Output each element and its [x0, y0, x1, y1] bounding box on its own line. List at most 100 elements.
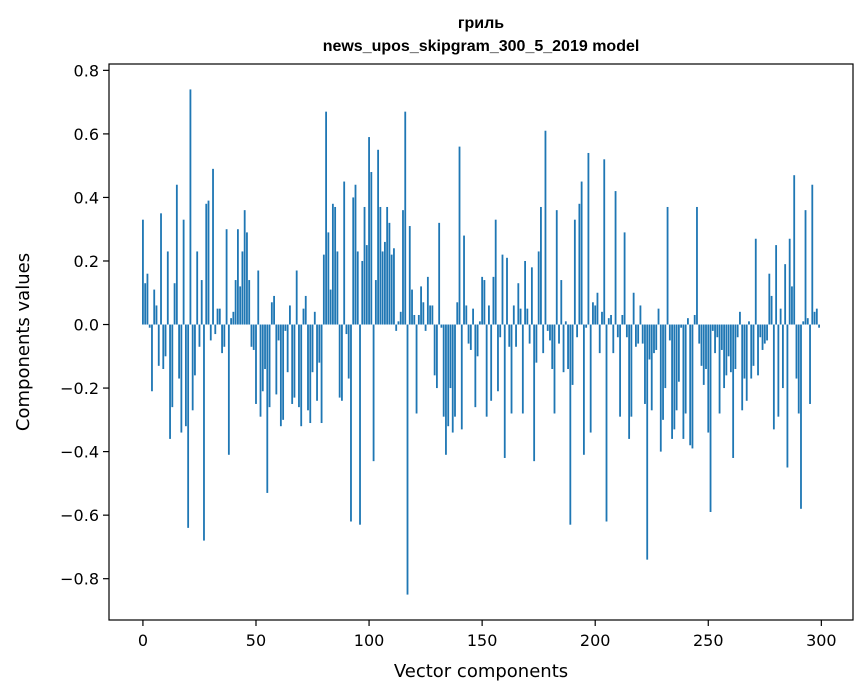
- bar: [800, 324, 802, 509]
- bar: [442, 324, 445, 417]
- bar: [273, 295, 275, 325]
- bar: [621, 314, 624, 325]
- bar: [481, 276, 484, 325]
- bar: [687, 318, 689, 325]
- bar: [200, 280, 203, 325]
- bar: [628, 324, 631, 439]
- bar: [454, 324, 456, 417]
- bar: [198, 324, 201, 347]
- bar: [270, 302, 273, 325]
- bar: [191, 324, 194, 411]
- bar: [573, 219, 576, 325]
- bar: [234, 280, 237, 325]
- bar: [451, 324, 454, 433]
- bar: [693, 314, 696, 325]
- bar: [255, 324, 257, 404]
- bar: [169, 324, 171, 439]
- bar: [395, 324, 398, 331]
- bar: [345, 324, 348, 335]
- bar: [499, 324, 502, 338]
- bar: [562, 324, 565, 373]
- bar: [741, 324, 744, 411]
- bar: [718, 324, 721, 414]
- bar: [180, 324, 183, 433]
- x-tick-label: 150: [467, 631, 498, 650]
- bar: [723, 324, 726, 389]
- bar: [732, 324, 735, 458]
- bar: [714, 324, 716, 354]
- bar: [363, 206, 366, 325]
- bar: [458, 146, 461, 325]
- bar: [813, 311, 816, 325]
- bar: [343, 181, 346, 325]
- bar: [630, 324, 633, 417]
- bar: [607, 318, 610, 325]
- bar: [582, 324, 585, 455]
- bar: [736, 324, 739, 338]
- bar: [227, 324, 230, 455]
- bar: [508, 324, 511, 347]
- bar: [587, 152, 590, 325]
- bar: [650, 324, 653, 411]
- bar: [440, 324, 443, 328]
- bar: [648, 324, 651, 360]
- bar: [365, 245, 368, 325]
- bar: [257, 270, 260, 325]
- bar: [641, 324, 644, 344]
- bar: [311, 324, 314, 373]
- bar: [338, 324, 341, 398]
- bar: [488, 305, 490, 325]
- bar: [218, 308, 221, 325]
- bar: [761, 324, 764, 350]
- bar: [243, 210, 246, 325]
- bar: [214, 324, 217, 335]
- bar: [544, 130, 547, 325]
- bar: [187, 324, 190, 528]
- bar: [383, 241, 386, 325]
- bar: [209, 324, 212, 341]
- bar: [779, 308, 782, 325]
- bar: [248, 280, 251, 325]
- bar: [494, 219, 497, 325]
- bar: [241, 251, 244, 325]
- bar: [616, 324, 619, 338]
- bar: [682, 324, 685, 439]
- bar: [777, 324, 780, 417]
- bar: [603, 159, 606, 325]
- bar: [205, 203, 208, 325]
- bar: [750, 324, 753, 379]
- bar: [653, 324, 655, 354]
- bar: [377, 149, 380, 325]
- bar: [546, 324, 549, 331]
- bar: [275, 324, 278, 395]
- bar: [655, 324, 658, 350]
- bar: [402, 210, 404, 325]
- bar: [467, 324, 470, 344]
- bar: [322, 254, 325, 325]
- bar: [300, 324, 303, 427]
- bar: [605, 324, 608, 522]
- bar: [754, 238, 757, 325]
- bar: [372, 324, 375, 462]
- bar: [388, 222, 391, 325]
- bar: [302, 308, 305, 325]
- bar: [763, 324, 766, 344]
- bar: [277, 324, 280, 341]
- bar: [580, 181, 583, 325]
- bar: [230, 318, 233, 325]
- bar: [406, 324, 409, 595]
- bar: [542, 324, 545, 354]
- bar: [711, 324, 714, 331]
- bar: [261, 324, 264, 392]
- bar: [571, 324, 574, 385]
- bar: [675, 324, 678, 411]
- bar: [809, 324, 811, 404]
- bar: [490, 324, 493, 401]
- bar: [379, 206, 382, 325]
- bar: [766, 324, 768, 341]
- bar: [386, 206, 389, 325]
- bar: [436, 324, 438, 389]
- bar: [239, 286, 242, 325]
- bar: [250, 324, 253, 347]
- bar: [610, 314, 612, 325]
